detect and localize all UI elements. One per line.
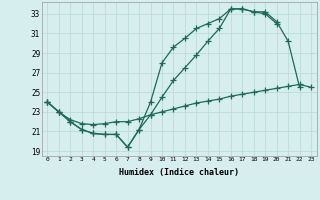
X-axis label: Humidex (Indice chaleur): Humidex (Indice chaleur)	[119, 168, 239, 177]
